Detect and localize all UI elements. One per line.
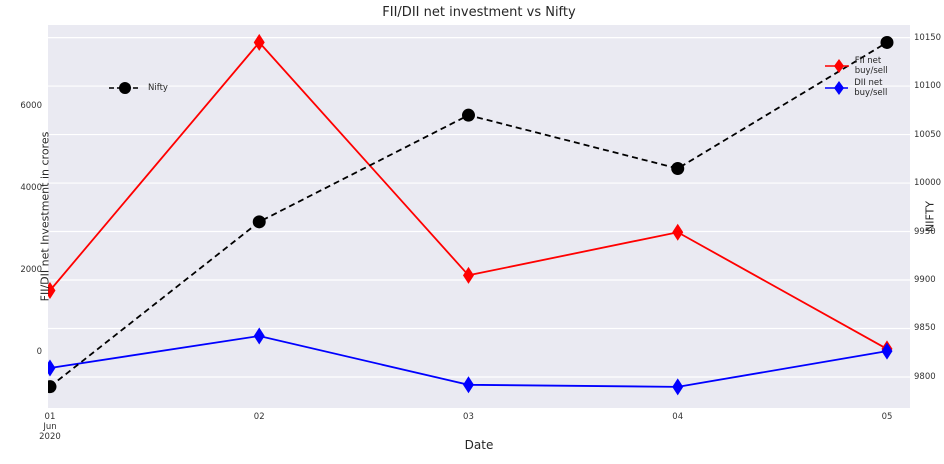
legend-row-fii: FII net buy/sell xyxy=(824,56,906,76)
tick-label: 2000 xyxy=(20,264,42,275)
right-axis-title: NIFTY xyxy=(923,200,937,233)
tick-label: 10050 xyxy=(914,129,942,140)
tick-label: 05 xyxy=(881,412,893,422)
tick-label: 02 xyxy=(253,412,265,422)
legend-row-nifty: Nifty xyxy=(108,80,168,96)
tick-label: 0 xyxy=(36,346,42,357)
tick-label: 04 xyxy=(672,412,684,422)
series-line-nifty xyxy=(49,41,888,388)
tick-label: 9950 xyxy=(914,226,936,237)
data-point-marker xyxy=(252,215,266,229)
data-point-marker xyxy=(253,33,265,51)
fii-line-marker-icon xyxy=(825,59,849,73)
legend-nifty: Nifty xyxy=(104,77,172,99)
tick-label: 9800 xyxy=(914,371,936,382)
data-point-marker xyxy=(48,359,56,377)
plot-area: FII net buy/sell DII net buy/sell Nifty xyxy=(48,25,910,408)
chart-canvas xyxy=(48,33,910,396)
tick-label: 01 Jun 2020 xyxy=(39,412,61,442)
data-point-marker xyxy=(672,378,684,396)
dii-line-marker-icon xyxy=(825,81,849,95)
tick-label: 9850 xyxy=(914,323,936,334)
tick-label: 10150 xyxy=(914,32,942,43)
data-point-marker xyxy=(881,342,893,360)
data-point-marker xyxy=(462,266,474,284)
tick-label: 6000 xyxy=(20,100,42,111)
data-point-marker xyxy=(461,108,475,122)
legend-fii-dii: FII net buy/sell DII net buy/sell xyxy=(820,53,910,101)
legend-label-dii: DII net buy/sell xyxy=(854,78,888,98)
series-line-fii-net-buy-sell xyxy=(49,41,888,350)
data-point-marker xyxy=(880,35,894,49)
tick-label: 4000 xyxy=(20,182,42,193)
tick-label: 9900 xyxy=(914,275,936,285)
data-point-marker xyxy=(48,380,57,394)
legend-label-nifty: Nifty xyxy=(148,83,168,93)
data-point-marker xyxy=(253,327,265,345)
tick-label: 03 xyxy=(463,412,474,422)
tick-label: 10100 xyxy=(914,81,942,92)
data-point-marker xyxy=(462,376,474,394)
data-point-marker xyxy=(48,281,56,299)
legend-row-dii: DII net buy/sell xyxy=(824,78,906,98)
legend-label-fii: FII net buy/sell xyxy=(854,56,888,76)
left-axis-title: FII/DII net Investment in crores xyxy=(38,131,52,302)
tick-label: 10000 xyxy=(914,178,942,189)
nifty-line-marker-icon xyxy=(109,82,141,94)
data-point-marker xyxy=(671,162,685,176)
chart-title: FII/DII net investment vs Nifty xyxy=(382,5,576,20)
data-point-marker xyxy=(672,223,684,241)
x-axis-title: Date xyxy=(464,438,494,452)
